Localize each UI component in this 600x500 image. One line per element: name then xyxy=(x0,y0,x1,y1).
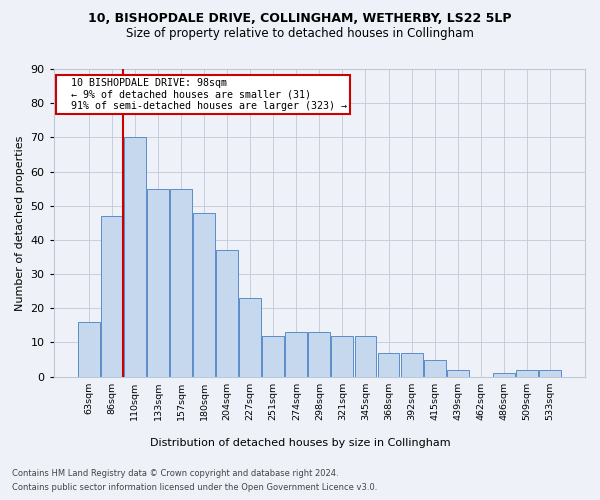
Bar xyxy=(147,188,169,376)
Bar xyxy=(447,370,469,376)
Bar xyxy=(424,360,446,376)
Bar xyxy=(170,188,192,376)
Bar xyxy=(516,370,538,376)
Text: Contains HM Land Registry data © Crown copyright and database right 2024.: Contains HM Land Registry data © Crown c… xyxy=(12,468,338,477)
Bar xyxy=(401,352,422,376)
Bar xyxy=(101,216,123,376)
Text: 10 BISHOPDALE DRIVE: 98sqm
  ← 9% of detached houses are smaller (31)
  91% of s: 10 BISHOPDALE DRIVE: 98sqm ← 9% of detac… xyxy=(59,78,347,112)
Bar xyxy=(262,336,284,376)
Bar xyxy=(78,322,100,376)
Text: Distribution of detached houses by size in Collingham: Distribution of detached houses by size … xyxy=(149,438,451,448)
Bar xyxy=(308,332,331,376)
Bar xyxy=(286,332,307,376)
Bar xyxy=(216,250,238,376)
Text: Size of property relative to detached houses in Collingham: Size of property relative to detached ho… xyxy=(126,28,474,40)
Bar xyxy=(124,138,146,376)
Text: 10, BISHOPDALE DRIVE, COLLINGHAM, WETHERBY, LS22 5LP: 10, BISHOPDALE DRIVE, COLLINGHAM, WETHER… xyxy=(88,12,512,26)
Bar xyxy=(239,298,261,376)
Bar xyxy=(193,212,215,376)
Bar xyxy=(331,336,353,376)
Y-axis label: Number of detached properties: Number of detached properties xyxy=(15,135,25,310)
Bar xyxy=(377,352,400,376)
Text: Contains public sector information licensed under the Open Government Licence v3: Contains public sector information licen… xyxy=(12,484,377,492)
Bar xyxy=(493,373,515,376)
Bar xyxy=(539,370,561,376)
Bar xyxy=(355,336,376,376)
